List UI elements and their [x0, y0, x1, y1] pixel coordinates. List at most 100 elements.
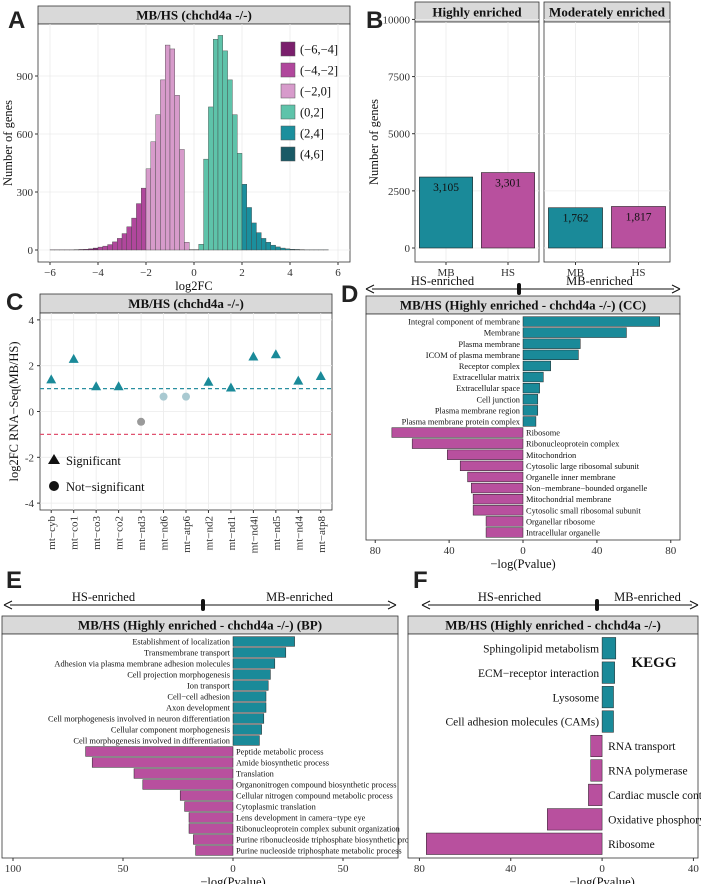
panel-b-mb-enriched-label: MB-enriched	[566, 274, 633, 288]
panel-c-xtick-label: mt−nd2	[203, 516, 215, 550]
panel-letter-f: F	[413, 567, 428, 594]
panel-f-hs-enriched-label: HS-enriched	[478, 590, 542, 604]
panel-d-term-bar	[472, 505, 524, 516]
panel-e-term-label: Purine nucleoside triphosphate metabolic…	[236, 847, 402, 856]
panel-c-legend-circle-icon	[49, 481, 59, 491]
panel-b-data-label: 1,817	[626, 211, 652, 223]
panel-b-bar	[548, 207, 603, 249]
panel-b: B Highly enriched 3,105 MB 3,301 HS Moderately…	[365, 1, 681, 295]
panel-e-xtick-label: 0	[230, 863, 236, 875]
panel-f-term-bar	[601, 710, 614, 733]
panel-a-histogram-bar	[203, 158, 209, 251]
panel-a-legend-swatch	[280, 41, 296, 57]
panel-c-xtick-label: mt−nd4	[293, 516, 305, 551]
panel-b-facet-1-title: Moderately enriched	[549, 5, 666, 20]
panel-f-term-label: Lysosome	[552, 692, 599, 704]
panel-b-arrow-left-icon	[365, 284, 375, 294]
panel-b-ylabel: Number of genes	[367, 99, 381, 185]
panel-a-histogram-bar	[145, 168, 152, 251]
panel-c-legend-not-significant: Not−significant	[66, 480, 145, 494]
panel-a-histogram-bar	[256, 232, 262, 251]
panel-e-term-label: Purine ribonucleoside triphosphate biosy…	[236, 836, 423, 845]
panel-d-term-label: Cytosolic small ribosomal subunit	[526, 506, 641, 515]
panel-b-bar	[481, 172, 535, 249]
panel-a-histogram-bar	[212, 39, 219, 251]
panel-c-point-not-significant	[137, 417, 146, 426]
panel-b-ytick-label: 2500	[388, 186, 411, 198]
panel-d-xtick-label: 40	[591, 545, 603, 557]
panel-f-term-label: RNA transport	[608, 741, 676, 753]
panel-d-term-bar	[522, 416, 537, 427]
panel-a-histogram-bar	[227, 79, 233, 251]
panel-a-histogram-bar	[92, 247, 99, 251]
panel-d-term-label: Intracellular organelle	[526, 528, 600, 537]
panel-c-xtick-label: mt−nd1	[226, 516, 238, 550]
panel-d-term-label: Plasma membrane protein complex	[402, 417, 521, 426]
panel-d-term-label: Cytosolic large ribosomal subunit	[526, 462, 640, 471]
panel-e-term-label: Ribonucleoprotein complex subunit organi…	[236, 825, 401, 834]
panel-e-term-bar	[232, 702, 267, 713]
panel-a-histogram-bar	[289, 249, 296, 251]
panel-e-xtick-label: 50	[338, 863, 350, 875]
panel-a-histogram-bar	[285, 248, 291, 251]
panel-e-term-label: Cell morphogenesis involved in different…	[73, 737, 230, 746]
panel-c-title: MB/HS (chchd4a -/-)	[128, 296, 244, 311]
panel-a-legend-label: (4,6]	[300, 148, 324, 162]
panel-e-arrow-center-marker	[201, 599, 205, 611]
panel-d-term-label: Organellar ribosome	[526, 517, 595, 526]
panel-f-xtick-label: 0	[599, 863, 605, 875]
panel-e-term-label: Translation	[236, 770, 275, 779]
panel-e-xtick-label: 100	[5, 863, 22, 875]
panel-e: E HS-enriched MB-enriched MB/HS (Highly enr…	[1, 567, 423, 884]
panel-e-term-bar	[85, 746, 234, 757]
panel-f-mb-enriched-label: MB-enriched	[614, 590, 681, 604]
panel-d-term-label: Extracellular space	[456, 384, 520, 393]
panel-a-histogram-bar	[160, 79, 166, 251]
panel-a-ytick-label: 0	[28, 245, 34, 257]
panel-c-ytick-label: 4	[29, 315, 35, 327]
panel-a-histogram-bar	[222, 50, 228, 251]
panel-c-xtick-label: mt−nd3	[136, 516, 148, 551]
panel-f-term-label: Sphingolipid metabolism	[483, 643, 599, 655]
panel-f-kegg-annotation: KEGG	[631, 655, 676, 671]
panel-c-legend-triangle-icon	[48, 454, 60, 464]
panel-d-term-bar	[471, 482, 524, 494]
panel-e-title: MB/HS (Highly enriched - chchd4a -/-) (B…	[78, 618, 322, 633]
panel-c-xtick-label: mt−atp6	[181, 516, 193, 553]
panel-d-term-bar	[485, 516, 524, 527]
panel-a-histogram-bar	[236, 153, 243, 251]
panel-f-xtick-label: 80	[414, 863, 426, 875]
panel-a-histogram-bar	[265, 242, 271, 251]
panel-a-xlabel: log2FC	[175, 279, 213, 293]
panel-f-term-bar	[601, 637, 617, 660]
panel-e-term-bar	[142, 779, 234, 790]
panel-d-term-label: ICOM of plasma membrane	[426, 351, 520, 360]
panel-f-xlabel: −log(Pvalue)	[569, 875, 634, 884]
panel-c-point-significant	[225, 382, 236, 392]
panel-b-arrow-center-marker	[517, 283, 521, 295]
panel-a-xtick-label: 0	[191, 267, 197, 279]
panel-a-legend-label: (−4,−2]	[300, 64, 338, 78]
panel-d: D MB/HS (Highly enriched - chchd4a -/-) (…	[341, 281, 681, 571]
panel-e-hs-enriched-label: HS-enriched	[72, 590, 136, 604]
panel-a-histogram-bar	[275, 246, 281, 251]
panel-c-point-significant	[68, 353, 79, 363]
panel-e-term-bar	[232, 658, 276, 669]
panel-letter-e: E	[6, 567, 22, 594]
panel-c-ytick-label: -2	[25, 452, 34, 464]
panel-e-term-bar	[232, 647, 287, 658]
panel-d-term-bar	[467, 471, 524, 483]
panel-d-term-bar	[522, 316, 660, 327]
panel-a-legend-swatch	[280, 83, 296, 99]
panel-a-histogram-bar	[179, 149, 185, 251]
panel-a-histogram-bar	[164, 44, 171, 251]
panel-b-xtick-label: HS	[501, 267, 515, 279]
panel-b-ytick-label: 10000	[383, 14, 411, 26]
panel-d-term-bar	[472, 494, 524, 505]
panel-b-xtick-label: MB	[567, 267, 584, 279]
panel-a-histogram-bar	[88, 248, 94, 251]
panel-d-term-bar	[522, 371, 544, 383]
panel-d-term-bar	[522, 327, 627, 338]
panel-a-histogram-bar	[83, 249, 89, 251]
panel-c-point-significant	[315, 370, 326, 380]
